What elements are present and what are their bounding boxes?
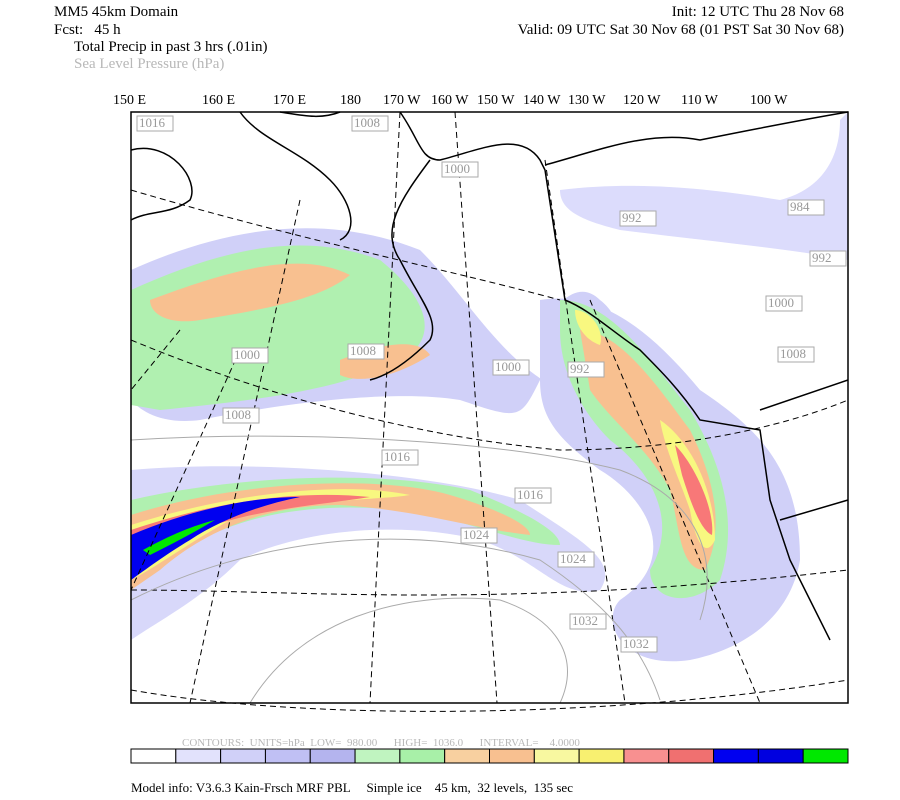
longitude-label: 170 W [383,93,421,108]
contour-label-box [567,361,605,378]
labels: 150 E 160 E 170 E 180 170 W 160 W 150 W 140 W 13… [113,93,847,653]
precip [131,497,300,580]
grid-line [130,111,761,704]
contour-label: 1016 [139,115,166,130]
contour-label: 1032 [572,613,598,628]
contour-label-box [347,343,385,360]
contour-label-box [231,347,269,364]
longitude-label: 160 E [202,93,235,108]
colorbar-box [802,748,849,764]
contour-label-box [441,161,479,178]
contour-label: 1024 [560,551,587,566]
contour-label: 1016 [517,487,544,502]
longitude-label: 140 W [523,93,561,108]
contour-label-box [765,295,803,312]
contour-label-box [351,115,389,132]
contour-label: 984 [790,199,810,214]
colorbar-box [354,748,401,764]
contour-label: 1000 [495,359,521,374]
field: Total Precip in past 3 hrs (.01in) [74,39,268,55]
colorbar-box [533,748,580,764]
longitude-label: 150 E [113,93,146,108]
contour-label-box [620,636,658,653]
contour-label-box [222,407,260,424]
precip [131,494,370,570]
contour-label: 1008 [780,346,806,361]
colorbar-box [264,748,311,764]
contour-label-box [569,613,607,630]
forecast: Fcst: 45 h [54,22,121,38]
colorbar-box [623,748,670,764]
footer: Model info: V3.6.3 Kain-Frsch MRF PBL Si… [131,780,573,795]
longitude-label: 130 W [568,93,606,108]
contour-label: 1000 [234,347,260,362]
contour-label-box [619,210,657,227]
precip [575,310,601,345]
contour-label-box [557,551,595,568]
contour-label: 1008 [354,115,380,130]
contour-label: 992 [570,361,590,376]
colorbar-box [713,748,759,764]
contour-label: 1024 [463,527,490,542]
contour-label-box [136,115,174,132]
longitude-label: 180 [340,93,361,108]
colorbar-box [668,748,715,764]
colorbar-box [444,748,490,764]
contour-label: 1000 [768,295,794,310]
longitude-label: 150 W [477,93,515,108]
longitude-label: 100 W [750,93,788,108]
contour-label: 1032 [623,636,649,651]
contour-label-box [460,527,498,544]
contour-label: 992 [622,210,642,225]
contour-label-box [492,359,530,376]
contour-label-box [809,250,847,267]
contour-label: 992 [812,250,832,265]
longitude-label: 160 W [431,93,469,108]
contour-label: 1008 [225,407,251,422]
longitude-label: 120 W [623,93,661,108]
contour-label-box [514,487,552,504]
valid: Valid: 09 UTC Sat 30 Nov 68 (01 PST Sat … [517,22,844,38]
contour-label: 1016 [384,449,411,464]
colorbar-box [175,748,222,764]
longitude-label: 170 E [273,93,306,108]
colorbar-box [757,748,804,764]
contour-label: 1000 [444,161,470,176]
grid-line [130,189,849,712]
init: Init: 12 UTC Thu 28 Nov 68 [671,4,844,20]
colorbar-box [220,748,266,764]
map-frame [130,111,849,704]
contour-label-box [381,449,419,466]
precip [675,445,713,535]
precip [143,520,215,555]
colorbar-box [130,748,177,764]
colorbar-box [578,748,625,764]
precip [150,263,350,322]
colorbar-box [309,748,356,764]
longitude-label: 110 W [681,93,719,108]
precip [560,112,848,260]
contour-label-box [777,346,815,363]
colorbar-box [489,748,535,764]
field: Sea Level Pressure (hPa) [74,56,225,72]
coastline [130,111,849,641]
colorbar-box [399,748,446,764]
contour-label: 1008 [350,343,376,358]
contour-info: CONTOURS: UNITS=hPa LOW= 980.00 HIGH= 10… [182,737,580,749]
contour-label-box [787,199,825,216]
domain: MM5 45km Domain [54,4,179,20]
